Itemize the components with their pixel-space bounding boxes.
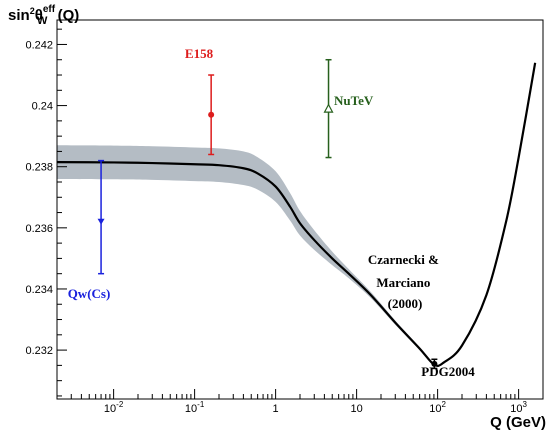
theory-annotation-line-3: (2000) (388, 296, 423, 311)
y-axis-title-prefix: sin (8, 7, 30, 24)
y-axis-title-power: 2 (30, 6, 35, 16)
x-axis: 10-2 10-1 1 10 102 103 (56, 389, 544, 415)
label-qwcs: Qw(Cs) (68, 286, 111, 301)
y-axis-title-superscript: eff (43, 4, 56, 15)
x-tick-label: 103 (510, 400, 527, 415)
y-tick-label: 0.238 (25, 162, 53, 174)
x-tick-label: 10 (350, 403, 362, 415)
theory-line (56, 62, 537, 367)
label-e158: E158 (185, 46, 214, 61)
marker-circle (431, 360, 438, 367)
x-tick-label: 10-2 (104, 400, 124, 415)
measurement-0 (97, 159, 105, 275)
label-pdg2004: PDG2004 (421, 364, 475, 379)
x-axis-title: Q (GeV) (490, 414, 546, 431)
plot-frame (56, 19, 544, 400)
y-tick-label: 0.236 (25, 223, 53, 235)
label-nutev: NuTeV (334, 93, 374, 108)
measurement-1 (208, 74, 215, 156)
marker-triangle-down (97, 218, 105, 225)
y-tick-label: 0.242 (25, 39, 53, 51)
theory-annotation-line-2: Marciano (376, 275, 430, 290)
y-tick-label: 0.232 (25, 345, 53, 357)
x-tick-label: 1 (273, 403, 279, 415)
y-axis-title-symbol: θ (35, 7, 43, 24)
y-axis-title: sin2θeff W (Q) (8, 4, 79, 27)
measurement-3 (431, 358, 438, 370)
theory-curve (56, 62, 537, 367)
measurements (97, 58, 438, 370)
measurement-2 (323, 58, 334, 159)
theory-band-area (57, 61, 536, 367)
theory-annotation-line-1: Czarnecki & (368, 252, 439, 267)
theory-annotation: Czarnecki & Marciano (2000) (368, 252, 442, 311)
x-tick-label: 102 (429, 400, 446, 415)
y-tick-label: 0.24 (32, 101, 53, 113)
y-axis-title-subscript: W (37, 15, 48, 27)
y-tick-label: 0.234 (25, 284, 53, 296)
marker-circle (208, 111, 215, 118)
theory-uncertainty-band (57, 61, 536, 367)
y-axis: 0.232 0.234 0.236 0.238 0.24 0.242 (25, 28, 67, 397)
x-tick-label: 10-1 (185, 400, 205, 415)
marker-triangle-up-open (323, 103, 334, 113)
y-axis-title-suffix: (Q) (53, 7, 79, 24)
